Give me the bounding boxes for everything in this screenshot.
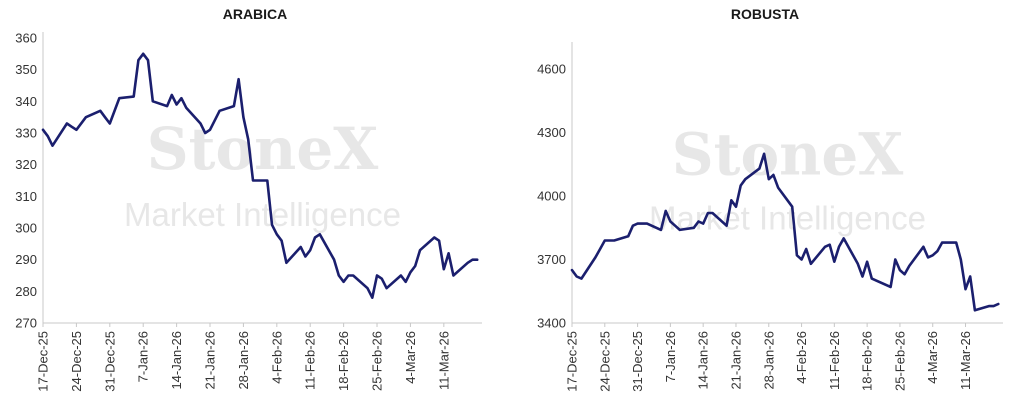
chart-title: ROBUSTA [730, 6, 800, 22]
y-tick-label: 290 [15, 252, 37, 267]
x-tick-label: 25-Feb-26 [370, 331, 385, 391]
y-tick-label: 270 [15, 316, 37, 331]
y-tick-label: 4300 [537, 125, 566, 140]
x-tick-label: 18-Feb-26 [336, 331, 351, 391]
x-tick-label: 14-Jan-26 [169, 331, 184, 390]
y-tick-label: 310 [15, 189, 37, 204]
robusta-chart-panel: ROBUSTA StoneX Market Intelligence 3400 370… [510, 0, 1020, 411]
y-tick-label: 4600 [537, 62, 566, 77]
y-tick-label: 340 [15, 94, 37, 109]
x-tick-label: 18-Feb-26 [860, 331, 875, 391]
y-tick-label: 320 [15, 157, 37, 172]
y-tick-label: 300 [15, 221, 37, 236]
x-tick-label: 28-Jan-26 [236, 331, 251, 390]
y-tick-label: 280 [15, 284, 37, 299]
x-tick-label: 4-Feb-26 [269, 331, 284, 384]
x-tick-label: 11-Feb-26 [303, 331, 318, 390]
x-tick-label: 24-Dec-25 [69, 331, 84, 392]
x-tick-label: 21-Jan-26 [728, 331, 743, 390]
x-tick-label: 7-Jan-26 [136, 331, 151, 382]
x-tick-label: 11-Mar-26 [436, 331, 451, 390]
x-tick-label: 31-Dec-25 [630, 331, 645, 392]
x-tick-label: 4-Feb-26 [794, 331, 809, 384]
chart-title: ARABICA [222, 6, 288, 22]
robusta-chart: StoneX Market Intelligence 3400 3700 4000 430… [537, 42, 1003, 392]
x-tick-label: 17-Dec-25 [565, 331, 580, 392]
arabica-chart-panel: ARABICA StoneX Market Intelligence 270 280 2… [15, 6, 482, 392]
watermark-subtitle: Market Intelligence [649, 200, 926, 237]
price-series-line [41, 52, 479, 300]
arabica-chart: StoneX Market Intelligence 270 280 290 300 310… [15, 31, 482, 392]
y-tick-label: 330 [15, 126, 37, 141]
watermark-logo: StoneX [147, 115, 378, 183]
x-tick-label: 4-Mar-26 [403, 331, 418, 384]
x-tick-label: 11-Feb-26 [827, 331, 842, 390]
y-tick-label: 3400 [537, 316, 566, 331]
x-tick-label: 31-Dec-25 [102, 331, 117, 392]
x-tick-label: 17-Dec-25 [36, 331, 51, 392]
x-tick-label: 4-Mar-26 [925, 331, 940, 384]
y-tick-label: 3700 [537, 252, 566, 267]
x-tick-label: 25-Feb-26 [892, 331, 907, 391]
y-tick-label: 4000 [537, 189, 566, 204]
x-tick-label: 7-Jan-26 [663, 331, 678, 382]
watermark-logo: StoneX [672, 121, 903, 189]
price-series-line [570, 152, 1000, 312]
x-tick-label: 28-Jan-26 [761, 331, 776, 390]
x-tick-label: 11-Mar-26 [958, 331, 973, 390]
x-tick-label: 24-Dec-25 [597, 331, 612, 392]
y-tick-label: 350 [15, 62, 37, 77]
x-tick-label: 14-Jan-26 [696, 331, 711, 390]
x-tick-label: 21-Jan-26 [203, 331, 218, 390]
y-tick-label: 360 [15, 31, 37, 46]
watermark-subtitle: Market Intelligence [124, 196, 401, 233]
